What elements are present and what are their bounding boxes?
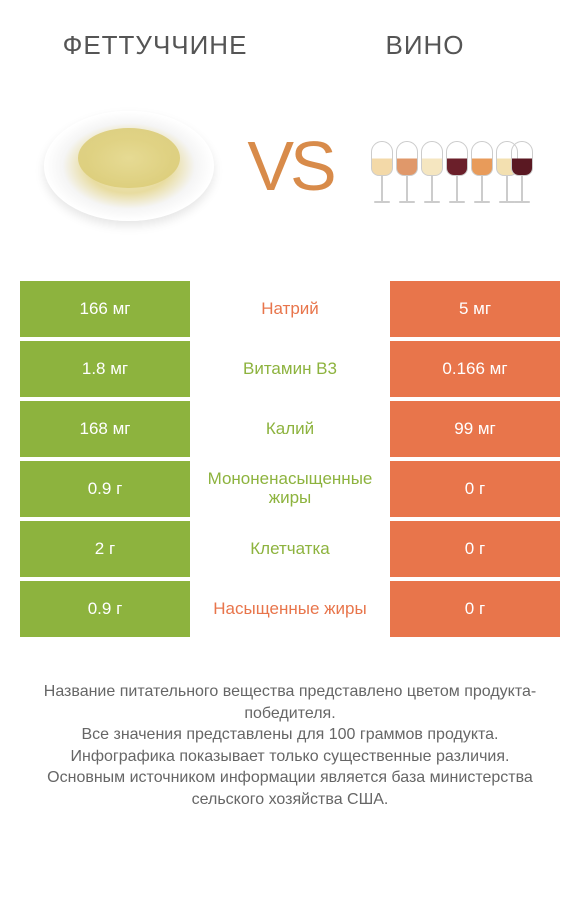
wine-glass-icon <box>396 141 418 211</box>
wine-glass-icon <box>511 141 533 211</box>
table-row: 2 гКлетчатка0 г <box>20 521 560 577</box>
table-row: 1.8 мгВитамин B30.166 мг <box>20 341 560 397</box>
footer-line: Все значения представлены для 100 граммо… <box>25 724 555 746</box>
comparison-images: VS <box>0 71 580 281</box>
pasta-plate-icon <box>44 111 214 221</box>
left-value: 0.9 г <box>20 581 190 637</box>
table-row: 166 мгНатрий5 мг <box>20 281 560 337</box>
footer-line: Основным источником информации является … <box>25 767 555 810</box>
left-value: 166 мг <box>20 281 190 337</box>
table-row: 0.9 гНасыщенные жиры0 г <box>20 581 560 637</box>
right-image <box>343 91 560 241</box>
table-row: 0.9 гМононенасыщенные жиры0 г <box>20 461 560 517</box>
right-value: 0 г <box>390 581 560 637</box>
left-value: 0.9 г <box>20 461 190 517</box>
footer-notes: Название питательного вещества представл… <box>0 641 580 811</box>
right-value: 0 г <box>390 521 560 577</box>
wine-glass-icon <box>421 141 443 211</box>
right-value: 99 мг <box>390 401 560 457</box>
nutrient-label: Натрий <box>190 281 390 337</box>
left-value: 168 мг <box>20 401 190 457</box>
vs-label: VS <box>247 131 332 201</box>
nutrition-table: 166 мгНатрий5 мг1.8 мгВитамин B30.166 мг… <box>0 281 580 637</box>
left-title: ФЕТТУЧЧИНЕ <box>20 30 290 61</box>
table-row: 168 мгКалий99 мг <box>20 401 560 457</box>
nutrient-label: Калий <box>190 401 390 457</box>
wine-glasses-icon <box>366 111 536 221</box>
nutrient-label: Клетчатка <box>190 521 390 577</box>
nutrient-label: Мононенасыщенные жиры <box>190 461 390 517</box>
right-title: ВИНО <box>290 30 560 61</box>
footer-line: Инфографика показывает только существенн… <box>25 746 555 768</box>
wine-glass-icon <box>446 141 468 211</box>
left-image <box>20 91 237 241</box>
right-value: 0 г <box>390 461 560 517</box>
nutrient-label: Насыщенные жиры <box>190 581 390 637</box>
wine-glass-icon <box>371 141 393 211</box>
left-value: 1.8 мг <box>20 341 190 397</box>
footer-line: Название питательного вещества представл… <box>25 681 555 724</box>
header: ФЕТТУЧЧИНЕ ВИНО <box>0 0 580 71</box>
right-value: 0.166 мг <box>390 341 560 397</box>
right-value: 5 мг <box>390 281 560 337</box>
left-value: 2 г <box>20 521 190 577</box>
wine-glass-icon <box>471 141 493 211</box>
nutrient-label: Витамин B3 <box>190 341 390 397</box>
